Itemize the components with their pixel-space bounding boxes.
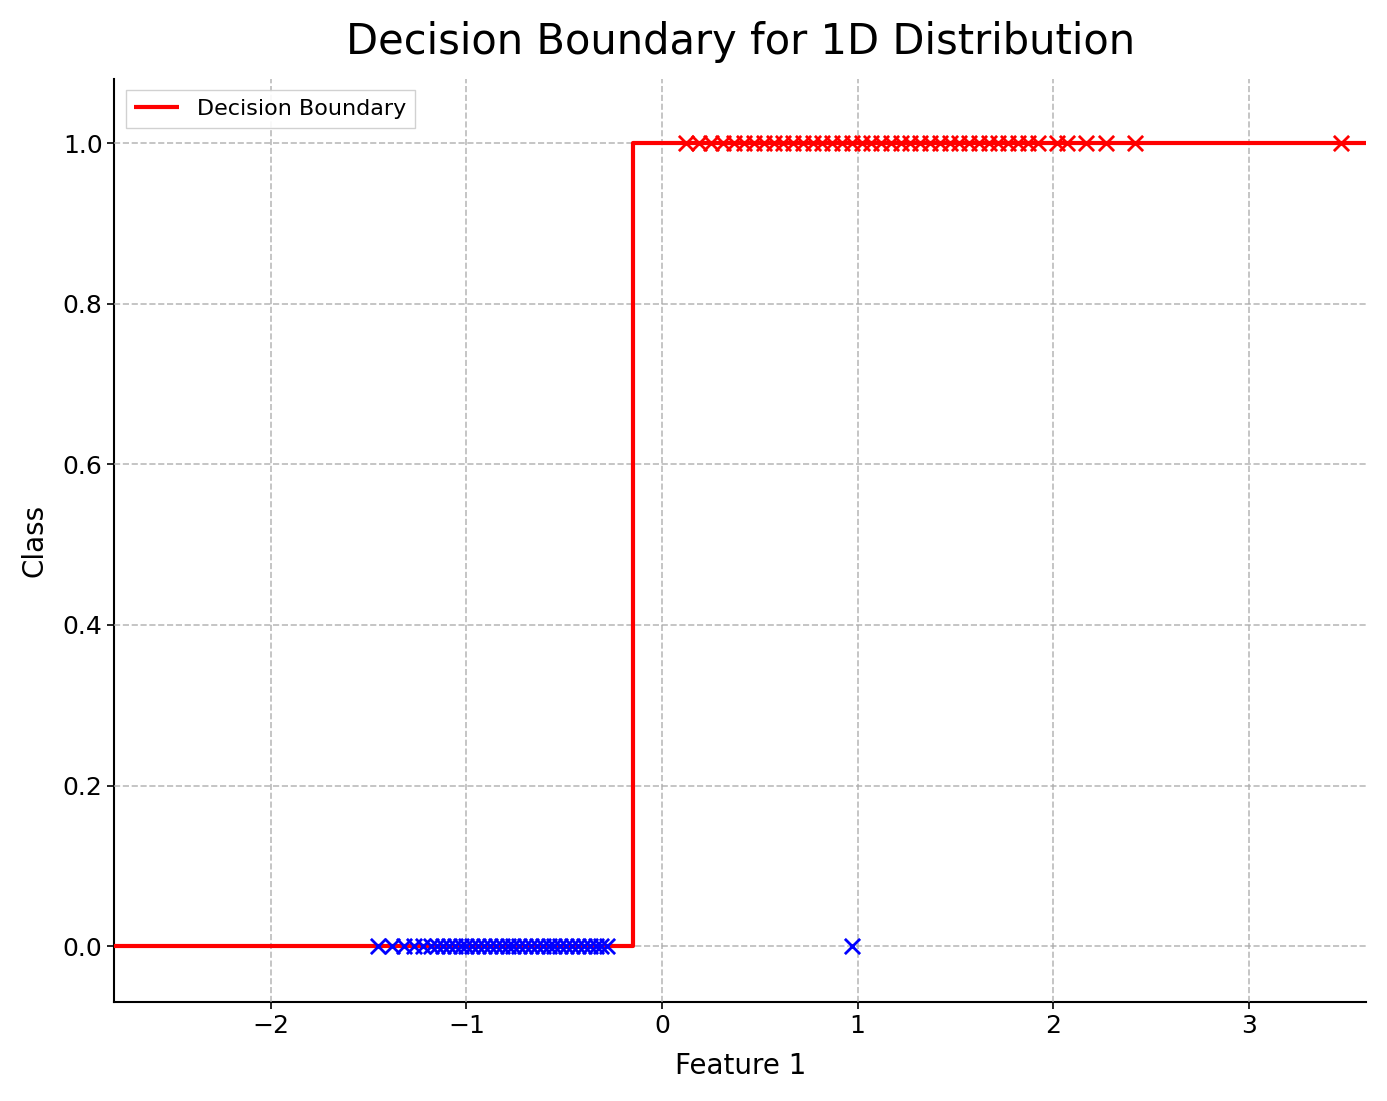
Point [473,937,495,955]
Point [949,134,971,152]
Point [831,134,853,152]
Point [381,937,404,955]
Point [763,134,785,152]
Point [520,937,542,955]
Point [567,937,589,955]
Point [773,134,795,152]
Point [908,134,931,152]
Point [879,134,902,152]
Point [479,937,501,955]
X-axis label: Feature 1: Feature 1 [674,1053,806,1080]
Point [782,134,804,152]
Point [462,937,484,955]
Point [573,937,595,955]
Point [412,937,434,955]
Point [420,937,442,955]
Point [1007,134,1029,152]
Point [870,134,892,152]
Point [508,937,530,955]
Point [596,937,619,955]
Point [968,134,990,152]
Point [978,134,1000,152]
Point [497,937,519,955]
Title: Decision Boundary for 1D Distribution: Decision Boundary for 1D Distribution [345,21,1135,63]
Point [939,134,961,152]
Point [591,937,613,955]
Point [929,134,951,152]
Point [1046,134,1068,152]
Point [402,937,424,955]
Point [802,134,824,152]
Point [811,134,834,152]
Point [688,134,710,152]
Point [743,134,766,152]
Point [549,937,571,955]
Point [578,937,601,955]
Point [438,937,460,955]
Point [560,937,583,955]
Point [584,937,606,955]
Decision Boundary [1358,137,1375,150]
Point [1075,134,1097,152]
Line: Decision Boundary: Decision Boundary [114,143,1366,946]
Point [555,937,577,955]
Point [1017,134,1039,152]
Point [734,134,756,152]
Y-axis label: Class: Class [21,504,49,577]
Point [455,937,477,955]
Point [1125,134,1147,152]
Point [899,134,921,152]
Point [467,937,490,955]
Point [821,134,843,152]
Point [444,937,466,955]
Point [368,937,390,955]
Point [920,134,942,152]
Decision Boundary [624,939,641,952]
Point [491,937,513,955]
Point [1330,134,1352,152]
Point [724,134,746,152]
Point [841,134,863,152]
Point [531,937,553,955]
Point [860,134,882,152]
Point [544,937,566,955]
Point [1094,134,1117,152]
Point [484,937,506,955]
Point [958,134,981,152]
Point [1026,134,1049,152]
Point [712,134,734,152]
Point [538,937,560,955]
Point [674,134,696,152]
Decision Boundary [624,137,641,150]
Point [431,937,454,955]
Point [753,134,775,152]
Point [393,937,415,955]
Point [1056,134,1078,152]
Point [889,134,911,152]
Point [526,937,548,955]
Point [841,937,863,955]
Legend: Decision Boundary: Decision Boundary [125,90,415,128]
Point [515,937,537,955]
Point [502,937,524,955]
Point [997,134,1019,152]
Point [426,937,448,955]
Point [850,134,872,152]
Point [792,134,814,152]
Point [988,134,1010,152]
Point [700,134,723,152]
Decision Boundary [105,939,122,952]
Point [449,937,472,955]
